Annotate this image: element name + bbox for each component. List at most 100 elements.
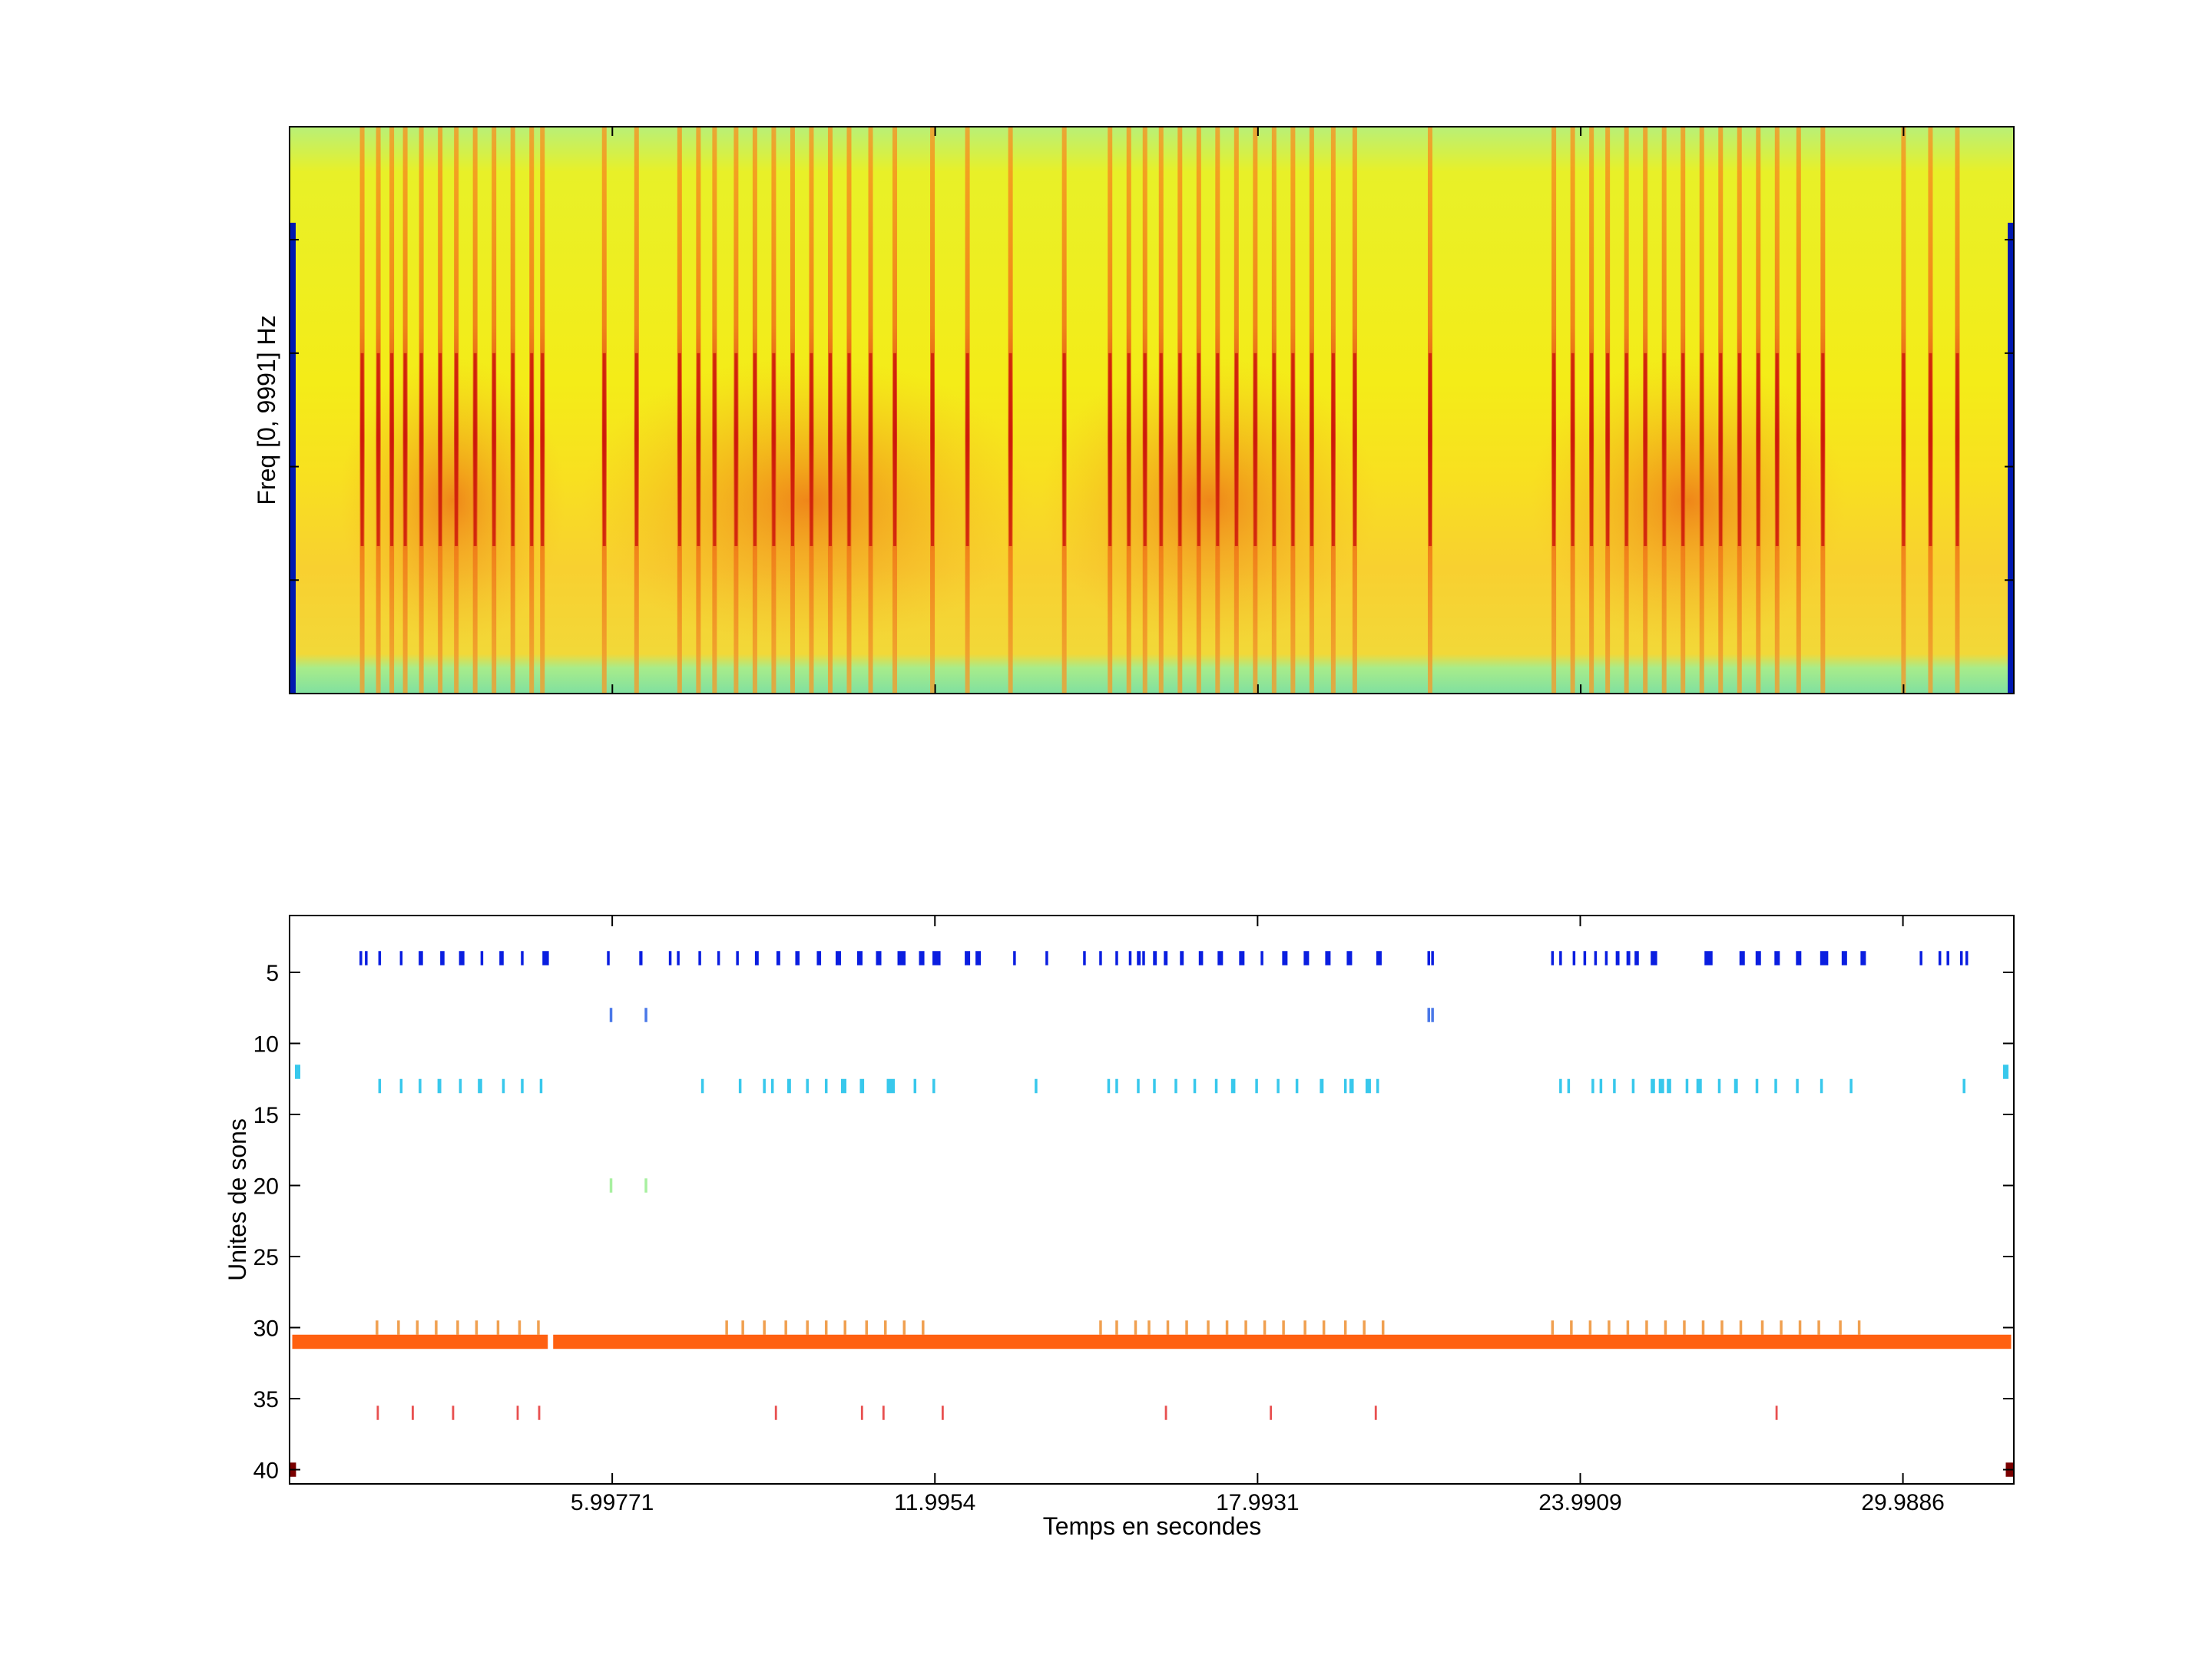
- sound-unit-mark: [1798, 1320, 1802, 1335]
- sound-unit-mark: [1599, 1078, 1603, 1094]
- spectrogram-stripe-core: [439, 353, 442, 546]
- spectrogram-stripe-core: [1062, 353, 1066, 546]
- spectrogram-energy-region: [1041, 354, 1378, 647]
- sound-unit-mark: [1946, 951, 1949, 965]
- sound-unit-mark: [1857, 1320, 1861, 1335]
- sound-unit-mark: [865, 1320, 869, 1335]
- sound-unit-mark: [399, 951, 403, 965]
- sound-units-y-tick-label: 5: [266, 961, 279, 986]
- sound-unit-mark: [518, 1320, 522, 1335]
- sound-unit-mark: [295, 1065, 301, 1079]
- sound-unit-mark: [1180, 951, 1184, 965]
- sound-unit-mark: [1343, 1320, 1347, 1335]
- sound-unit-mark: [542, 951, 549, 965]
- sound-units-x-tick-label: 17.9931: [1216, 1490, 1299, 1515]
- sound-unit-mark: [1683, 1320, 1686, 1335]
- spectrogram-energy-region: [339, 354, 566, 647]
- sound-unit-mark: [763, 1078, 766, 1094]
- sound-units-panel: 5.99771 11.9954 17.9931 23.9909 29.9886 5 10 15…: [224, 915, 2015, 1540]
- sound-unit-mark: [1282, 1320, 1285, 1335]
- sound-unit-mark: [437, 1078, 442, 1094]
- sound-unit-mark: [1035, 1078, 1038, 1094]
- spectrogram-stripe-core: [419, 353, 423, 546]
- sound-unit-mark: [886, 1078, 896, 1094]
- spectrogram-stripe-core: [403, 353, 407, 546]
- sound-unit-mark: [1613, 1078, 1616, 1094]
- sound-unit-mark: [1166, 1320, 1170, 1335]
- sound-unit-mark: [1796, 951, 1802, 965]
- sound-unit-mark: [919, 951, 925, 965]
- sound-unit-mark: [1645, 1320, 1648, 1335]
- sound-unit-mark: [1013, 951, 1016, 965]
- sound-unit-mark: [1817, 1320, 1820, 1335]
- sound-unit-mark: [884, 1320, 887, 1335]
- sound-unit-mark: [860, 1406, 863, 1420]
- sound-units-x-tick-label: 11.9954: [894, 1490, 975, 1515]
- spectrogram-stripe-core: [1571, 353, 1575, 546]
- spectrogram-stripe-core: [772, 353, 776, 546]
- sound-unit-mark: [1115, 951, 1118, 965]
- sound-unit-mark: [1760, 1320, 1764, 1335]
- sound-unit-mark: [843, 1320, 846, 1335]
- sound-unit-mark: [1583, 951, 1587, 965]
- sound-unit-mark: [1431, 951, 1434, 965]
- sound-unit-mark: [856, 951, 863, 965]
- sound-unit-mark: [1137, 1078, 1140, 1094]
- sound-unit-mark: [763, 1320, 766, 1335]
- spectrogram-stripe-core: [1234, 353, 1238, 546]
- spectrogram-stripe-core: [847, 353, 851, 546]
- spectrogram-stripe-core: [1662, 353, 1666, 546]
- spectrogram-stripe-core: [931, 353, 935, 546]
- sound-unit-mark: [1701, 1320, 1705, 1335]
- spectrogram-stripe-core: [634, 353, 638, 546]
- sound-unit-mark: [1255, 1078, 1258, 1094]
- sound-unit-mark: [1207, 1320, 1210, 1335]
- sound-unit-mark: [806, 1320, 809, 1335]
- sound-unit-mark: [516, 1406, 519, 1420]
- sound-unit-mark: [1739, 951, 1745, 965]
- sound-unit-mark: [859, 1078, 865, 1094]
- sound-unit-mark: [806, 1078, 809, 1094]
- sound-unit-mark: [1164, 951, 1168, 965]
- sound-unit-mark: [1270, 1406, 1273, 1420]
- spectrogram-stripe-core: [1253, 353, 1257, 546]
- sound-unit-mark: [1230, 1078, 1236, 1094]
- sound-unit-mark: [1588, 1320, 1592, 1335]
- sound-unit-mark: [816, 951, 822, 965]
- spectrogram-stripe-core: [1291, 353, 1295, 546]
- sound-unit-mark: [292, 1334, 548, 1349]
- sound-unit-mark: [1604, 951, 1608, 965]
- sound-unit-mark: [1164, 1406, 1167, 1420]
- spectrogram-panel: Freq [0, 9991] Hz: [253, 126, 2015, 694]
- spectrogram-left-edge: [290, 223, 296, 694]
- sound-unit-mark: [1734, 1078, 1738, 1094]
- sound-unit-mark: [1591, 1078, 1594, 1094]
- sound-unit-mark: [1153, 951, 1157, 965]
- spectrogram-stripe-core: [390, 353, 394, 546]
- sound-unit-mark: [1431, 1008, 1434, 1022]
- sound-unit-mark: [553, 1334, 2012, 1349]
- sound-unit-mark: [1755, 951, 1761, 965]
- sound-unit-mark: [700, 1078, 704, 1094]
- sound-unit-mark: [435, 1320, 438, 1335]
- spectrogram-stripe-core: [1310, 353, 1313, 546]
- sound-unit-mark: [770, 1078, 774, 1094]
- sound-unit-mark: [677, 951, 680, 965]
- spectrogram-frame: [289, 126, 2015, 694]
- sound-unit-mark: [1214, 1078, 1218, 1094]
- sound-unit-mark: [1651, 951, 1657, 965]
- sound-unit-mark: [459, 951, 465, 965]
- spectrogram-stripe-core: [1159, 353, 1163, 546]
- spectrogram-stripe-core: [602, 353, 606, 546]
- sound-unit-mark: [941, 1406, 944, 1420]
- spectrogram-stripe-core: [1719, 353, 1723, 546]
- sound-unit-mark: [1860, 951, 1866, 965]
- sound-unit-mark: [1664, 1320, 1667, 1335]
- spectrogram-stripe-core: [541, 353, 545, 546]
- sound-unit-mark: [902, 1320, 906, 1335]
- sound-unit-mark: [1551, 1320, 1555, 1335]
- sound-unit-mark: [397, 1320, 400, 1335]
- sound-unit-mark: [1277, 1078, 1280, 1094]
- spectrogram-stripe-core: [511, 353, 515, 546]
